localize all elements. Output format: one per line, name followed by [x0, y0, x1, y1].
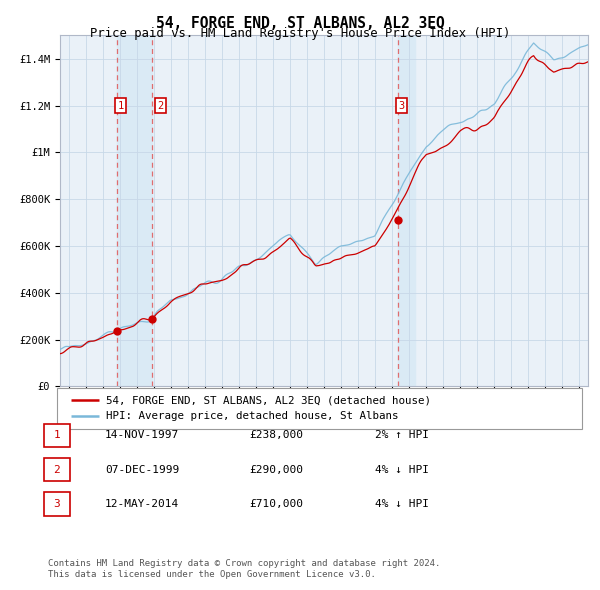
Text: Price paid vs. HM Land Registry's House Price Index (HPI): Price paid vs. HM Land Registry's House …: [90, 27, 510, 40]
Text: £238,000: £238,000: [249, 431, 303, 440]
Text: 4% ↓ HPI: 4% ↓ HPI: [375, 499, 429, 509]
Text: 54, FORGE END, ST ALBANS, AL2 3EQ: 54, FORGE END, ST ALBANS, AL2 3EQ: [155, 16, 445, 31]
Text: This data is licensed under the Open Government Licence v3.0.: This data is licensed under the Open Gov…: [48, 571, 376, 579]
Text: 3: 3: [53, 499, 61, 509]
Text: HPI: Average price, detached house, St Albans: HPI: Average price, detached house, St A…: [106, 411, 399, 421]
Text: 12-MAY-2014: 12-MAY-2014: [105, 499, 179, 509]
Text: 4% ↓ HPI: 4% ↓ HPI: [375, 465, 429, 474]
Text: 54, FORGE END, ST ALBANS, AL2 3EQ (detached house): 54, FORGE END, ST ALBANS, AL2 3EQ (detac…: [106, 395, 431, 405]
Text: £710,000: £710,000: [249, 499, 303, 509]
Text: 07-DEC-1999: 07-DEC-1999: [105, 465, 179, 474]
Text: Contains HM Land Registry data © Crown copyright and database right 2024.: Contains HM Land Registry data © Crown c…: [48, 559, 440, 568]
Bar: [398, 35, 415, 386]
Text: 1: 1: [53, 431, 61, 440]
Text: 3: 3: [398, 101, 404, 110]
Text: 2: 2: [53, 465, 61, 474]
Text: £290,000: £290,000: [249, 465, 303, 474]
Text: 2: 2: [157, 101, 164, 110]
Text: 14-NOV-1997: 14-NOV-1997: [105, 431, 179, 440]
Text: 2% ↑ HPI: 2% ↑ HPI: [375, 431, 429, 440]
Text: 1: 1: [118, 101, 124, 110]
Bar: [118, 35, 152, 386]
